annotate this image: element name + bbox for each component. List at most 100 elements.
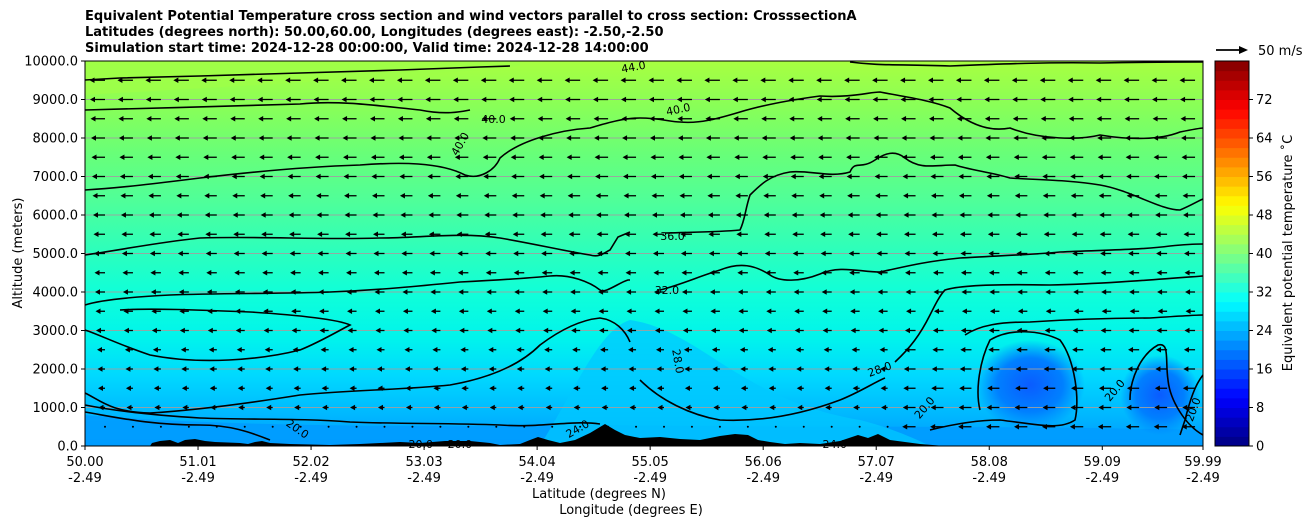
wind-vector-head — [201, 77, 207, 84]
x-tick-label-lat: 58.08 — [971, 455, 1008, 470]
wind-vector-head — [955, 77, 961, 84]
wind-vector-head — [844, 77, 850, 84]
contour-44 — [84, 65, 511, 81]
wind-vector-head — [313, 77, 319, 84]
x-tick-label-lat: 56.06 — [745, 455, 782, 470]
wind-vector-head — [933, 289, 939, 295]
wind-vector-head — [374, 269, 379, 276]
x-tick-label-lon: -2.49 — [633, 471, 667, 486]
wind-vector-head — [628, 346, 634, 353]
wind-vector-head — [765, 289, 771, 295]
wind-vector-head — [405, 404, 411, 411]
contour-24-left — [84, 411, 271, 441]
wind-vector-head — [264, 346, 270, 353]
wind-vector-head — [347, 327, 353, 334]
wind-vector-head — [287, 173, 293, 180]
wind-vector-head — [984, 115, 990, 122]
wind-vector-head — [152, 346, 158, 353]
wind-vector-head — [1179, 77, 1185, 84]
wind-vector-head — [1157, 308, 1163, 315]
wind-vector-head — [1100, 269, 1106, 276]
wind-vector-head — [150, 269, 156, 276]
wind-vector-head — [178, 289, 184, 295]
wind-vector-head — [515, 327, 521, 334]
wind-vector-head — [1043, 231, 1049, 238]
wind-vector-head — [794, 327, 800, 334]
wind-vector-head — [342, 135, 348, 141]
wind-vector-head — [1182, 192, 1188, 199]
colorbar-band — [1215, 215, 1249, 226]
wind-vector-head — [879, 346, 885, 353]
wind-vector-head — [263, 327, 269, 334]
wind-vector-head — [1072, 346, 1078, 353]
wind-vector-head — [483, 192, 489, 199]
wind-vector-head — [1101, 308, 1107, 315]
wind-vector-head — [796, 385, 802, 392]
wind-vector-head — [1125, 154, 1131, 161]
wind-vector-head — [789, 115, 795, 122]
wind-vector-head — [817, 115, 823, 122]
wind-vector-head — [987, 231, 993, 238]
wind-vector-head — [930, 154, 935, 161]
wind-vector-head — [1096, 96, 1102, 103]
wind-vector — [299, 425, 302, 428]
wind-vector-head — [933, 269, 938, 276]
wind-vector-head — [202, 135, 208, 141]
wind-vector-head — [1041, 154, 1047, 161]
wind-vector-head — [1182, 173, 1188, 180]
wind-vector-head — [846, 154, 852, 161]
wind-vector-head — [258, 115, 264, 122]
wind-vector-head — [596, 231, 602, 238]
wind-vector-head — [374, 289, 380, 295]
wind-vector-head — [851, 346, 857, 353]
wind-vector-head — [485, 269, 491, 276]
wind-vector-head — [427, 192, 433, 199]
wind-vector-head — [657, 385, 662, 392]
wind-vector-head — [652, 231, 658, 238]
wind-vector-head — [986, 173, 992, 180]
wind-vector-head — [708, 250, 714, 257]
wind-vector-head — [181, 366, 187, 372]
wind-vector-head — [1071, 385, 1077, 392]
wind-vector-head — [850, 308, 856, 315]
x-tick-label-lon: -2.49 — [972, 471, 1006, 486]
wind-vector-head — [1072, 269, 1078, 276]
wind-vector-head — [510, 135, 516, 141]
wind-vector-head — [231, 154, 237, 161]
wind-vector-head — [92, 173, 97, 180]
wind-vector-head — [623, 173, 629, 180]
wind-vector-head — [545, 404, 551, 411]
wind-vector-head — [237, 385, 243, 392]
wind-vector-head — [823, 346, 829, 353]
wind-vector-head — [656, 366, 662, 372]
wind-vector-head — [1125, 423, 1131, 430]
wind-vector-head — [1016, 346, 1022, 353]
wind-vector-head — [788, 77, 794, 84]
wind-vector-head — [959, 212, 965, 218]
wind-vector-head — [120, 192, 126, 199]
y-tick-label: 5000.0 — [33, 247, 79, 262]
wind-vector-head — [424, 77, 430, 84]
wind-vector-head — [1073, 289, 1079, 295]
wind-vector-head — [1015, 231, 1021, 238]
wind-vector-head — [1040, 96, 1046, 103]
colorbar-tick-label: 32 — [1256, 286, 1273, 301]
wind-vector-head — [401, 269, 407, 276]
wind-vector-head — [402, 289, 408, 295]
wind-vector-head — [654, 289, 659, 295]
wind-vector-head — [1014, 404, 1020, 411]
wind-vector-head — [401, 250, 407, 257]
wind-vector-head — [959, 366, 965, 372]
wind-vector-head — [516, 346, 522, 353]
wind-vector-head — [679, 192, 685, 199]
wind-vector-head — [929, 135, 935, 141]
wind-vector-head — [822, 327, 828, 334]
wind-vector-head — [153, 385, 159, 392]
wind-vector-head — [1180, 115, 1186, 122]
wind-vector — [551, 425, 554, 428]
wind-vector-head — [760, 96, 766, 103]
wind-vector-head — [704, 96, 710, 103]
wind-vector-head — [761, 135, 767, 141]
wind-vector-head — [229, 77, 235, 84]
wind-vector-head — [959, 385, 965, 392]
